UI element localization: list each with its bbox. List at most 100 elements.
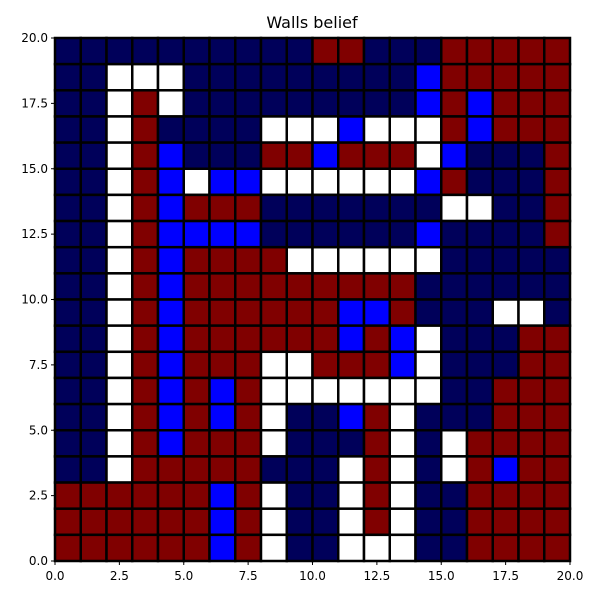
heatmap-cell bbox=[105, 324, 134, 354]
heatmap-cell bbox=[234, 245, 263, 275]
heatmap-cell bbox=[53, 455, 82, 484]
heatmap-cell bbox=[491, 507, 520, 537]
heatmap-cell bbox=[234, 115, 263, 144]
heatmap-cell bbox=[234, 298, 263, 327]
heatmap-cell bbox=[414, 167, 443, 197]
heatmap-cell bbox=[388, 89, 417, 118]
heatmap-cell bbox=[105, 298, 134, 327]
heatmap-cell bbox=[440, 350, 469, 380]
heatmap-cell bbox=[208, 115, 237, 144]
heatmap-cell bbox=[105, 455, 134, 484]
heatmap-cell bbox=[362, 141, 391, 171]
heatmap-cell bbox=[414, 402, 443, 432]
heatmap-cell bbox=[414, 324, 443, 354]
heatmap-cell bbox=[234, 62, 263, 92]
heatmap-cell bbox=[131, 272, 160, 301]
heatmap-cell bbox=[414, 298, 443, 327]
heatmap-cell bbox=[105, 481, 134, 510]
heatmap-cell bbox=[156, 481, 185, 510]
heatmap-cell bbox=[337, 324, 366, 354]
heatmap-cell bbox=[285, 36, 314, 66]
heatmap-cell bbox=[517, 481, 546, 510]
heatmap-cell bbox=[131, 115, 160, 144]
heatmap-cell bbox=[234, 89, 263, 118]
heatmap-cell bbox=[440, 272, 469, 301]
heatmap-cell bbox=[259, 115, 288, 144]
x-tick-label: 15.0 bbox=[428, 569, 455, 583]
heatmap-cell bbox=[208, 402, 237, 432]
heatmap-cell bbox=[388, 115, 417, 144]
heatmap-cell bbox=[414, 62, 443, 92]
heatmap-cell bbox=[362, 376, 391, 406]
heatmap-cell bbox=[208, 533, 237, 563]
heatmap-cell bbox=[131, 533, 160, 563]
heatmap-cell bbox=[440, 533, 469, 563]
heatmap-cell bbox=[388, 376, 417, 406]
heatmap-cell bbox=[131, 245, 160, 275]
heatmap-cell bbox=[105, 376, 134, 406]
heatmap-cell bbox=[182, 324, 211, 354]
heatmap-cell bbox=[285, 455, 314, 484]
heatmap-cell bbox=[79, 324, 108, 354]
heatmap-cell bbox=[285, 324, 314, 354]
heatmap-cell bbox=[388, 141, 417, 171]
heatmap-cell bbox=[491, 533, 520, 563]
heatmap-cell bbox=[543, 376, 572, 406]
heatmap-cell bbox=[388, 402, 417, 432]
heatmap-cell bbox=[337, 219, 366, 249]
heatmap-cell bbox=[362, 350, 391, 380]
heatmap-cell bbox=[79, 507, 108, 537]
heatmap-cell bbox=[465, 272, 494, 301]
heatmap-cell bbox=[517, 350, 546, 380]
heatmap-cell bbox=[234, 141, 263, 171]
heatmap-cell bbox=[362, 62, 391, 92]
heatmap-cell bbox=[259, 167, 288, 197]
heatmap-cell bbox=[131, 481, 160, 510]
heatmap-cell bbox=[388, 481, 417, 510]
heatmap-cell bbox=[311, 429, 340, 458]
heatmap-cell bbox=[543, 507, 572, 537]
heatmap-cell bbox=[517, 298, 546, 327]
heatmap-cell bbox=[414, 481, 443, 510]
heatmap-cell bbox=[388, 193, 417, 223]
heatmap-cell bbox=[259, 376, 288, 406]
heatmap-cell bbox=[311, 376, 340, 406]
heatmap-cell bbox=[285, 193, 314, 223]
heatmap-cell bbox=[337, 89, 366, 118]
heatmap-cell bbox=[105, 350, 134, 380]
heatmap-cell bbox=[440, 455, 469, 484]
heatmap-cell bbox=[414, 455, 443, 484]
heatmap-cell bbox=[156, 350, 185, 380]
heatmap-cell bbox=[491, 402, 520, 432]
heatmap-cell bbox=[337, 167, 366, 197]
heatmap-cell bbox=[543, 62, 572, 92]
heatmap-cell bbox=[388, 298, 417, 327]
heatmap-cell bbox=[465, 219, 494, 249]
heatmap-cell bbox=[259, 219, 288, 249]
heatmap-cell bbox=[491, 141, 520, 171]
y-tick-label: 2.5 bbox=[29, 489, 48, 503]
heatmap-cell bbox=[440, 219, 469, 249]
heatmap-cell bbox=[465, 167, 494, 197]
heatmap-cell bbox=[388, 455, 417, 484]
heatmap-cell bbox=[337, 298, 366, 327]
heatmap-cell bbox=[414, 36, 443, 66]
heatmap-cell bbox=[388, 219, 417, 249]
heatmap-cell bbox=[491, 36, 520, 66]
heatmap-cell bbox=[311, 167, 340, 197]
heatmap-cell bbox=[259, 36, 288, 66]
heatmap-cell bbox=[259, 507, 288, 537]
heatmap-cell bbox=[131, 324, 160, 354]
heatmap-cell bbox=[388, 429, 417, 458]
heatmap-cell bbox=[543, 89, 572, 118]
heatmap-cell bbox=[234, 324, 263, 354]
heatmap-cell bbox=[465, 402, 494, 432]
heatmap-cell bbox=[234, 36, 263, 66]
heatmap-cell bbox=[285, 167, 314, 197]
heatmap-cell bbox=[105, 219, 134, 249]
heatmap-cell bbox=[388, 245, 417, 275]
heatmap-cell bbox=[285, 89, 314, 118]
heatmap-cell bbox=[517, 272, 546, 301]
heatmap-cell bbox=[543, 533, 572, 563]
